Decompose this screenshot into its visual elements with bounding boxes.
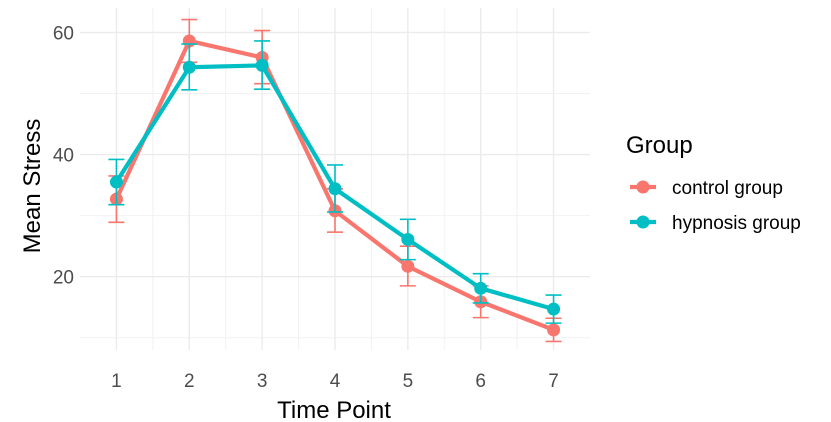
x-tick-label: 4 (330, 371, 341, 392)
x-tick-label: 5 (403, 371, 414, 392)
series-hypnosis-group (108, 40, 562, 324)
y-axis-ticks: 20 40 60 (53, 23, 74, 288)
data-point (109, 175, 123, 189)
x-axis-ticks: 1 2 3 4 5 6 7 (111, 371, 559, 392)
legend-key (630, 215, 656, 229)
legend-label: control group (672, 178, 783, 199)
data-point (547, 302, 561, 316)
plot-series (108, 18, 562, 343)
y-tick-label: 40 (53, 146, 74, 167)
x-tick-label: 6 (475, 371, 486, 392)
data-point (255, 58, 269, 72)
y-tick-label: 20 (53, 268, 74, 289)
legend-key (630, 180, 656, 194)
x-tick-label: 3 (257, 371, 268, 392)
legend: Group control group hypnosis group (626, 132, 801, 234)
y-axis-title: Mean Stress (19, 119, 46, 254)
data-point (474, 281, 488, 295)
legend-item: control group (630, 178, 783, 199)
legend-label: hypnosis group (672, 213, 801, 234)
x-tick-label: 2 (184, 371, 195, 392)
data-point (182, 60, 196, 74)
legend-title: Group (626, 132, 693, 159)
data-point (547, 323, 561, 337)
legend-item: hypnosis group (630, 213, 801, 234)
legend-key-point (636, 215, 650, 229)
y-tick-label: 60 (53, 23, 74, 44)
x-tick-label: 7 (548, 371, 559, 392)
x-tick-label: 1 (111, 371, 122, 392)
data-point (328, 182, 342, 196)
x-axis-title: Time Point (277, 397, 391, 422)
legend-key-point (636, 180, 650, 194)
data-point (401, 259, 415, 273)
data-point (401, 232, 415, 246)
